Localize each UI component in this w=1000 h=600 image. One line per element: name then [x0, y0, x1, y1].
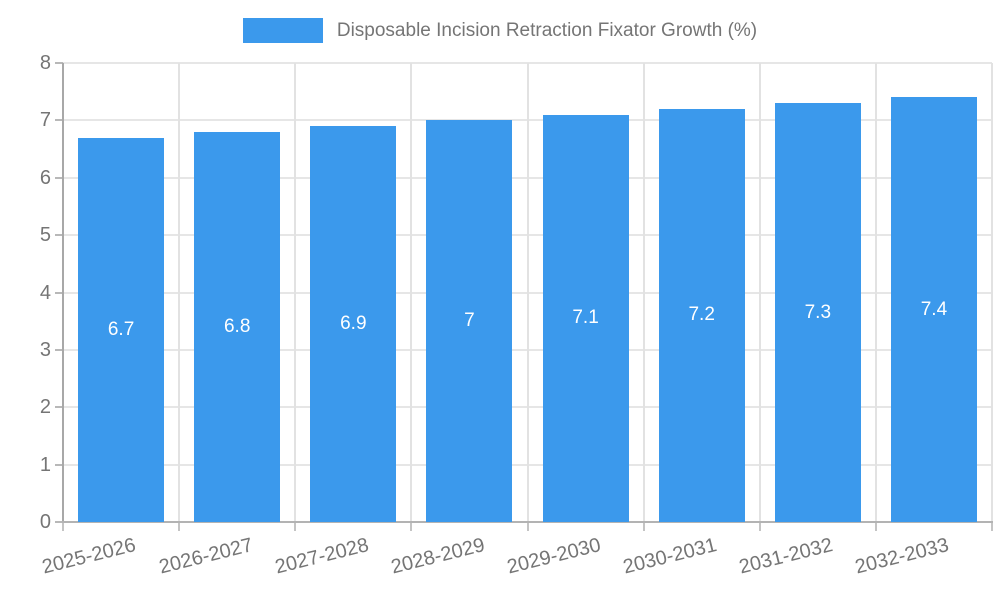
y-axis-tick: [55, 119, 63, 122]
gridline-vertical: [178, 63, 181, 522]
y-axis-tick: [55, 406, 63, 409]
bar: [310, 126, 397, 522]
y-axis-label: 6: [39, 166, 51, 189]
x-axis-tick: [526, 523, 529, 531]
y-axis-label: 4: [39, 281, 51, 304]
y-axis-line: [62, 63, 64, 522]
bar-value-label: 6.7: [107, 318, 135, 340]
x-axis-tick: [62, 523, 64, 531]
bar: [426, 120, 513, 522]
x-axis-label: 2025-2026: [40, 534, 139, 579]
x-axis-tick: [991, 523, 993, 531]
x-axis-label: 2031-2032: [736, 534, 836, 579]
x-axis-tick: [642, 523, 645, 531]
y-axis-label: 0: [39, 511, 51, 533]
bar: [890, 97, 977, 522]
y-axis-tick: [55, 62, 63, 64]
bar-value-label: 7.3: [804, 301, 832, 323]
gridline-vertical: [758, 63, 761, 522]
x-axis-label: 2029-2030: [504, 534, 603, 579]
x-axis-label: 2027-2028: [272, 534, 371, 579]
y-axis-tick: [55, 234, 63, 237]
y-axis-label: 1: [39, 453, 51, 476]
bar: [658, 108, 745, 522]
bar-value-label: 7.1: [572, 307, 599, 329]
gridline-vertical: [874, 63, 877, 522]
y-axis-label: 2: [39, 396, 51, 419]
y-axis-label: 3: [39, 338, 51, 361]
bar-value-label: 6.8: [223, 315, 251, 337]
gridline-vertical: [410, 63, 413, 522]
y-axis-tick: [55, 291, 63, 294]
bar: [78, 137, 165, 522]
bar-value-label: 7: [464, 310, 475, 332]
bar: [774, 103, 861, 522]
bar: [194, 131, 281, 522]
bar-value-label: 7.4: [920, 298, 948, 320]
x-axis-label: 2028-2029: [388, 534, 487, 579]
legend: Disposable Incision Retraction Fixator G…: [0, 18, 1000, 43]
bar: [542, 114, 629, 522]
y-axis-label: 7: [39, 109, 51, 132]
gridline-vertical: [294, 63, 297, 522]
y-axis-tick: [55, 176, 63, 179]
gridline-vertical: [526, 63, 529, 522]
bar-value-label: 7.2: [688, 304, 715, 326]
x-axis-label: 2032-2033: [853, 534, 952, 579]
legend-label: Disposable Incision Retraction Fixator G…: [336, 19, 758, 41]
x-axis-tick: [410, 523, 413, 531]
x-axis-tick: [758, 523, 761, 531]
gridline-vertical: [991, 63, 993, 522]
y-axis-label: 8: [39, 52, 51, 74]
y-axis-tick: [55, 348, 63, 351]
y-axis-tick: [55, 463, 63, 466]
x-axis-tick: [294, 523, 297, 531]
y-axis-label: 5: [39, 224, 51, 247]
gridline-vertical: [642, 63, 645, 522]
x-axis-label: 2026-2027: [156, 534, 255, 579]
x-axis-label: 2030-2031: [620, 534, 720, 579]
x-axis-tick: [874, 523, 877, 531]
x-axis-line: [62, 521, 993, 523]
bar-value-label: 6.9: [340, 313, 367, 335]
x-axis-tick: [178, 523, 181, 531]
legend-swatch: [242, 18, 323, 43]
y-axis-tick: [55, 521, 63, 523]
